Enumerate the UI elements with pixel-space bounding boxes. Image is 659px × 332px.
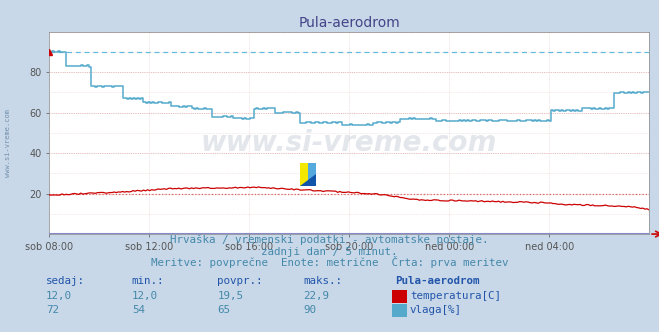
Text: www.si-vreme.com: www.si-vreme.com <box>5 109 11 177</box>
Text: 65: 65 <box>217 305 231 315</box>
Text: vlaga[%]: vlaga[%] <box>410 305 462 315</box>
Text: Pula-aerodrom: Pula-aerodrom <box>395 276 480 286</box>
Bar <box>308 163 316 186</box>
Text: 19,5: 19,5 <box>217 291 243 301</box>
Text: 54: 54 <box>132 305 145 315</box>
Text: Meritve: povprečne  Enote: metrične  Črta: prva meritev: Meritve: povprečne Enote: metrične Črta:… <box>151 256 508 268</box>
Text: min.:: min.: <box>132 276 164 286</box>
Text: maks.:: maks.: <box>303 276 342 286</box>
Polygon shape <box>300 174 316 186</box>
Text: 12,0: 12,0 <box>46 291 72 301</box>
Text: sedaj:: sedaj: <box>46 276 85 286</box>
Text: 22,9: 22,9 <box>303 291 329 301</box>
Text: 90: 90 <box>303 305 316 315</box>
Text: zadnji dan / 5 minut.: zadnji dan / 5 minut. <box>261 247 398 257</box>
Text: 12,0: 12,0 <box>132 291 158 301</box>
Text: www.si-vreme.com: www.si-vreme.com <box>201 129 498 157</box>
Bar <box>300 163 308 186</box>
Text: temperatura[C]: temperatura[C] <box>410 291 501 301</box>
Text: povpr.:: povpr.: <box>217 276 263 286</box>
Title: Pula-aerodrom: Pula-aerodrom <box>299 16 400 30</box>
Text: 72: 72 <box>46 305 59 315</box>
Text: Hrvaška / vremenski podatki - avtomatske postaje.: Hrvaška / vremenski podatki - avtomatske… <box>170 234 489 245</box>
